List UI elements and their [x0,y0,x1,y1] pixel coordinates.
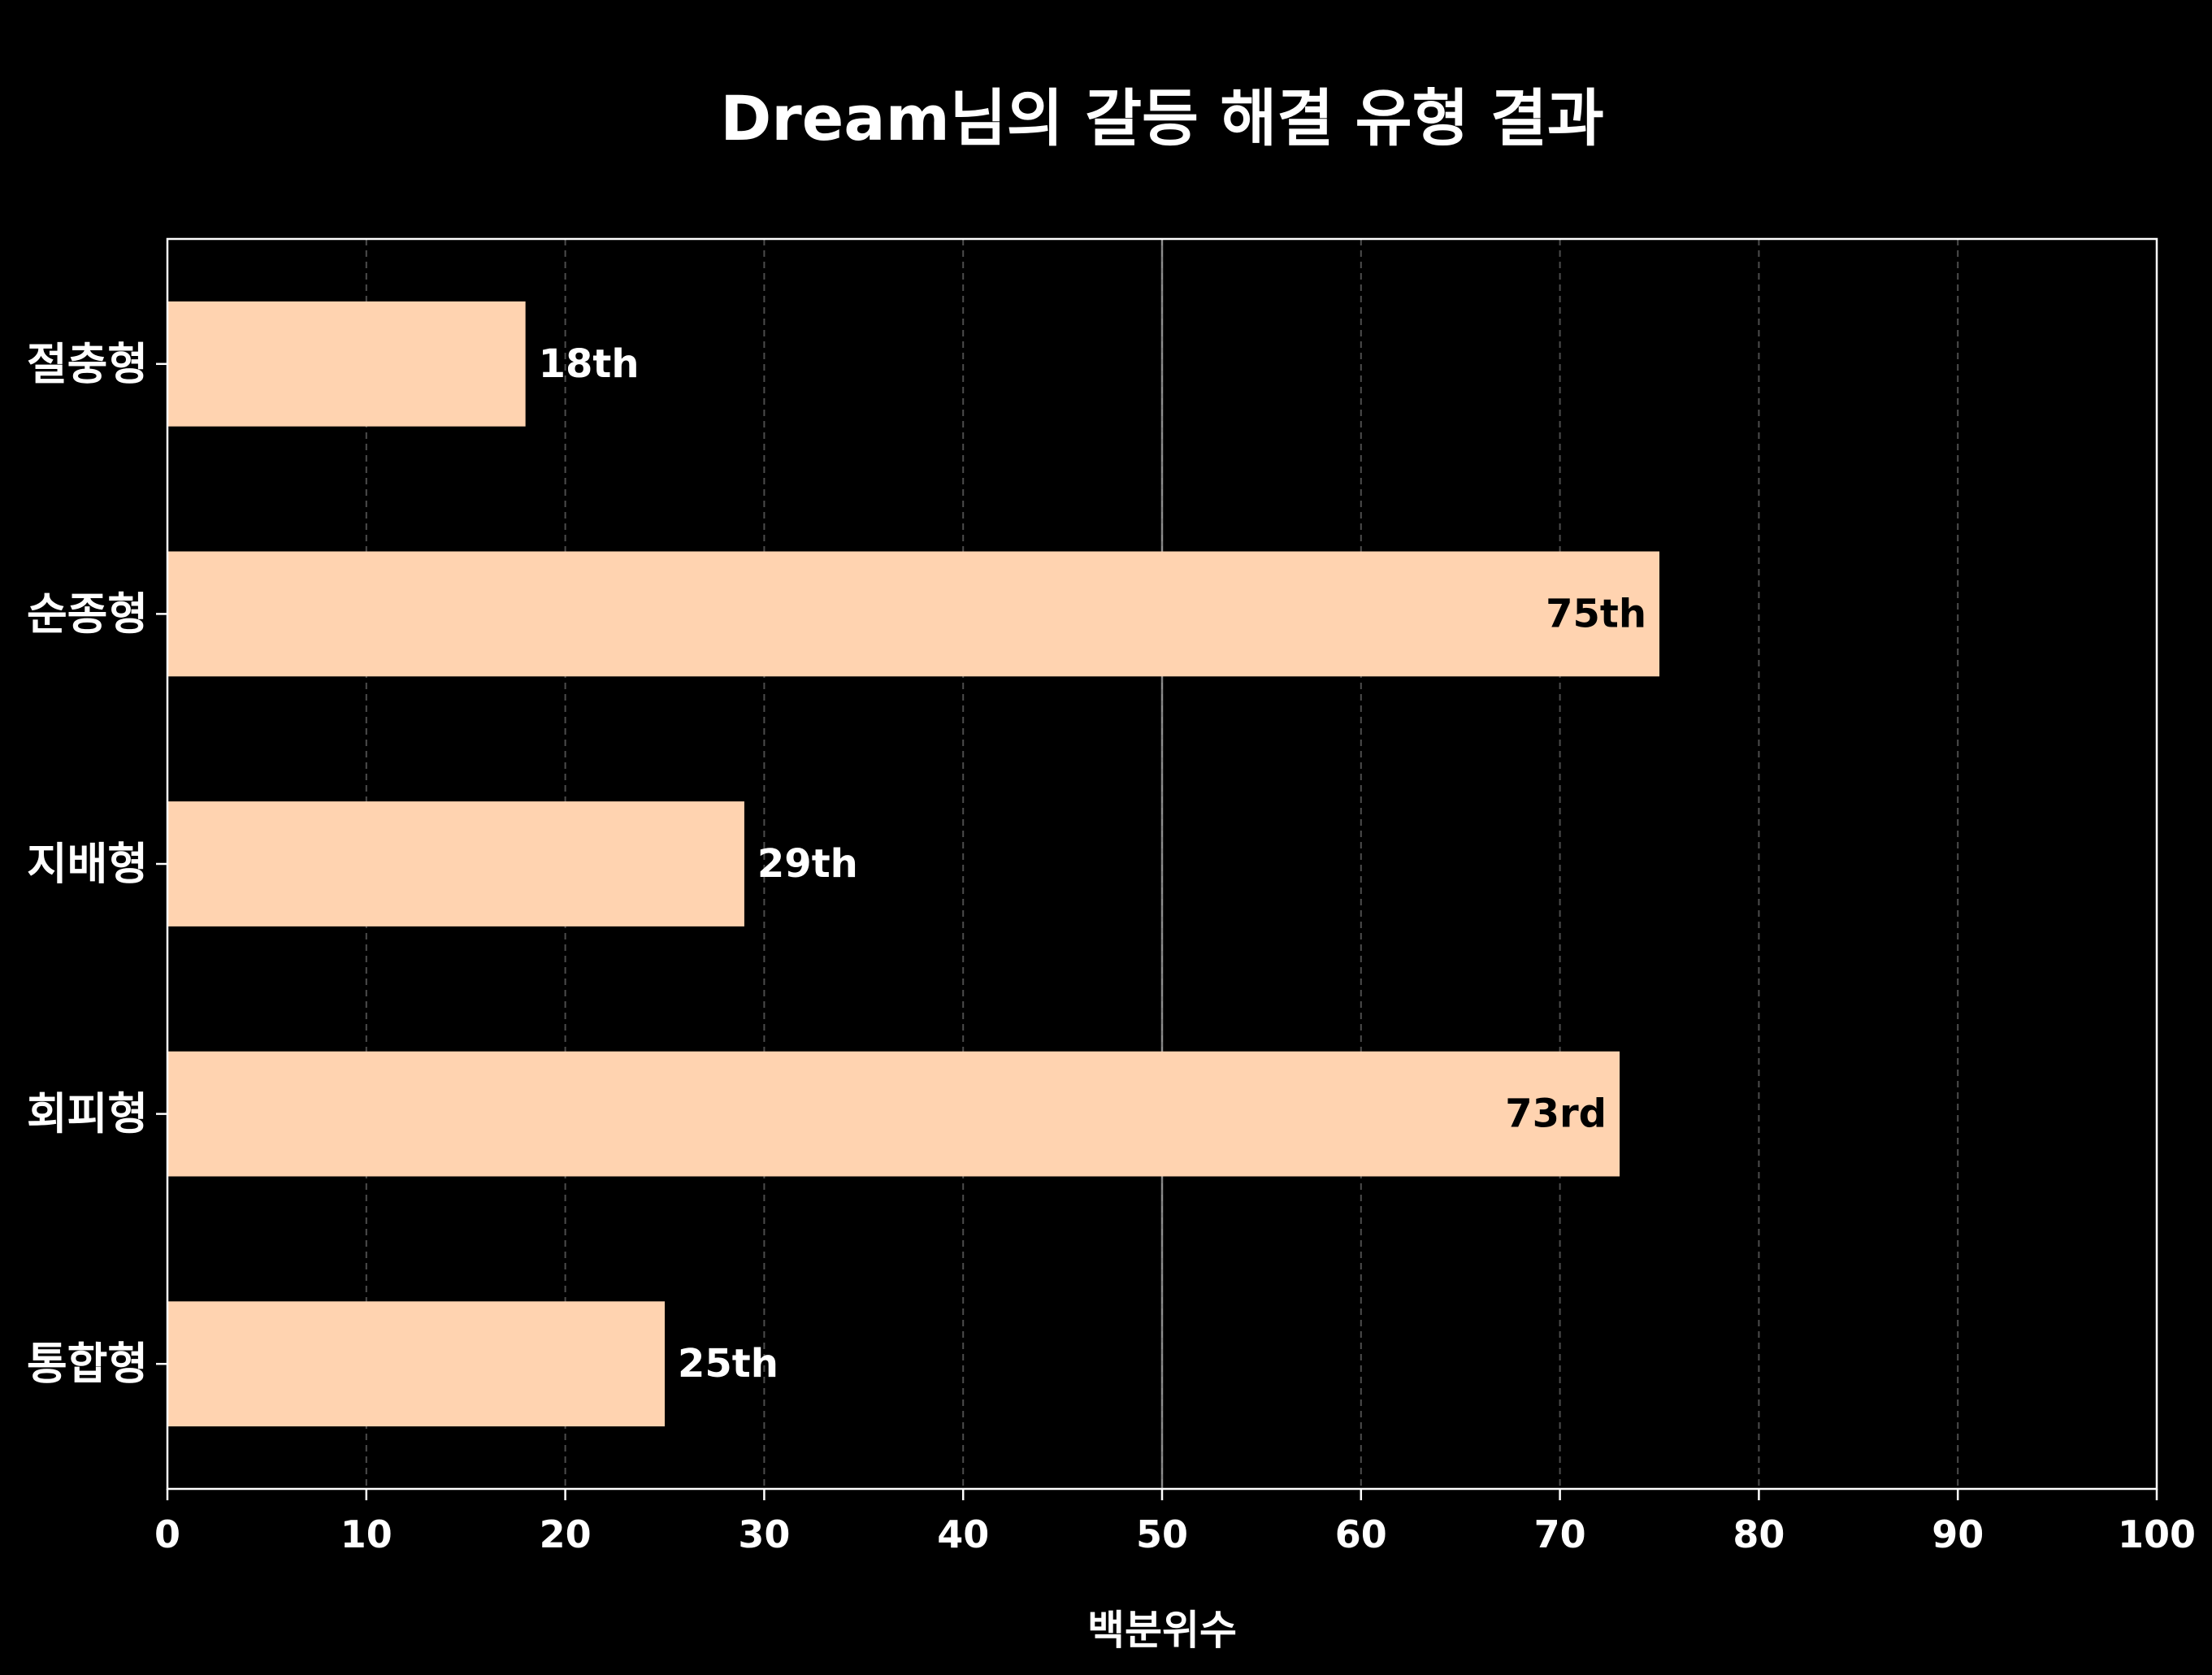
x-tick-label-20: 20 [540,1512,592,1556]
bar-회피형 [167,1051,1620,1177]
x-tick-label-60: 60 [1335,1512,1387,1556]
bar-지배형 [167,801,744,926]
x-tick-label-40: 40 [937,1512,989,1556]
x-tick-label-90: 90 [1932,1512,1984,1556]
bar-value-label-절충형: 18th [539,341,640,387]
chart-title: Dream님의 갈등 해결 유형 결과 [720,82,1604,154]
bar-절충형 [167,301,526,427]
bar-value-label-지배형: 29th [757,841,858,887]
y-tick-label-지배형: 지배형 [27,839,148,890]
y-tick-label-순종형: 순종형 [27,588,148,640]
y-tick-label-절충형: 절충형 [27,338,148,389]
bar-value-label-회피형: 73rd [1505,1091,1607,1137]
x-tick-label-10: 10 [340,1512,393,1556]
bar-통합형 [167,1301,665,1427]
grid-lines [365,239,1959,1489]
y-tick-label-회피형: 회피형 [27,1088,148,1139]
x-tick-label-0: 0 [154,1512,180,1556]
x-tick-label-80: 80 [1733,1512,1785,1556]
x-tick-label-30: 30 [738,1512,790,1556]
bar-value-label-통합형: 25th [678,1341,779,1386]
bar-순종형 [167,551,1659,677]
bar-value-label-순종형: 75th [1546,591,1646,636]
x-axis-label: 백분위수 [1087,1607,1237,1654]
x-tick-label-50: 50 [1136,1512,1188,1556]
y-tick-label-통합형: 통합형 [27,1339,148,1390]
x-tick-label-100: 100 [2118,1512,2196,1556]
x-tick-label-70: 70 [1534,1512,1586,1556]
bar-value-labels: 18th 75th 29th 73rd 25th [539,341,1646,1386]
bars [167,301,1659,1427]
